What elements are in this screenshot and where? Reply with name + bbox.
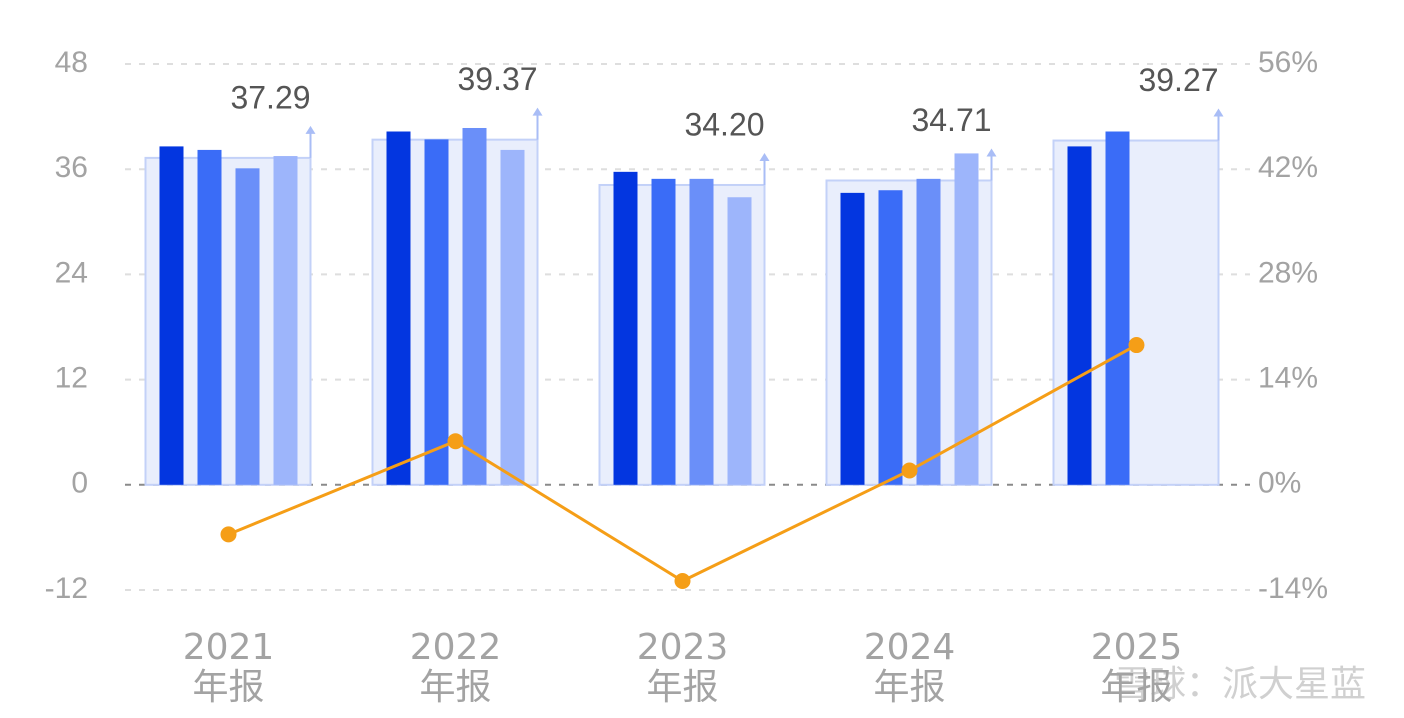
bar <box>916 178 941 485</box>
y-tick-label: 12 <box>55 362 88 395</box>
total-arrow-head <box>759 152 770 161</box>
y-tick-label: 0 <box>71 467 88 500</box>
bar <box>424 139 449 485</box>
x-tick-label: 2023 年报 <box>636 627 729 708</box>
total-arrow-head <box>986 148 997 157</box>
bar <box>159 146 184 485</box>
total-label: 34.20 <box>684 106 764 142</box>
x-tick-label: 2024 年报 <box>863 627 956 708</box>
growth-point <box>220 526 237 543</box>
total-arrow-head <box>1213 108 1224 117</box>
bar <box>689 178 714 485</box>
y2-tick-label: 56% <box>1258 46 1318 79</box>
bar <box>235 168 260 485</box>
y-tick-label: -12 <box>45 572 88 605</box>
bar <box>613 171 638 485</box>
bar <box>500 149 525 485</box>
bar <box>1105 131 1130 485</box>
y2-tick-label: 14% <box>1258 362 1318 395</box>
bar <box>840 192 865 485</box>
bar <box>273 156 298 485</box>
y-tick-label: 24 <box>55 256 88 289</box>
y2-tick-label: 42% <box>1258 151 1318 184</box>
x-tick-label: 2022 年报 <box>409 627 502 708</box>
total-label: 34.71 <box>911 102 991 138</box>
x-tick-label: 2021 年报 <box>182 627 275 708</box>
bar <box>386 131 411 485</box>
y2-tick-label: 28% <box>1258 256 1318 289</box>
total-label: 39.37 <box>457 61 537 97</box>
growth-point <box>1128 337 1145 354</box>
x-tick-label: 2025 年报 <box>1090 627 1183 708</box>
total-arrow-head <box>305 125 316 134</box>
bar <box>651 178 676 485</box>
total-label: 39.27 <box>1138 62 1218 98</box>
bar <box>727 197 752 485</box>
bar <box>462 127 487 485</box>
y2-tick-label: -14% <box>1258 572 1328 605</box>
growth-point <box>447 433 464 450</box>
y2-tick-label: 0% <box>1258 467 1301 500</box>
growth-point <box>674 572 691 589</box>
y-tick-label: 48 <box>55 46 88 79</box>
total-arrow-head <box>532 107 543 116</box>
bar <box>878 190 903 485</box>
bar <box>954 153 979 485</box>
y-tick-label: 36 <box>55 151 88 184</box>
watermark: 雪球：派大星蓝 <box>1113 664 1366 705</box>
growth-point <box>901 462 918 479</box>
bar <box>197 149 222 485</box>
bar <box>1067 146 1092 485</box>
total-label: 37.29 <box>230 79 310 115</box>
